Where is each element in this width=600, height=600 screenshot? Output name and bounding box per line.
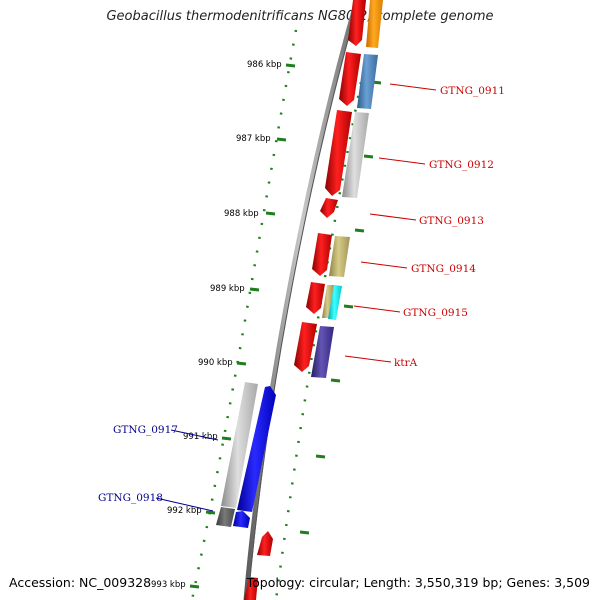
gene-feature[interactable] — [233, 511, 250, 528]
label-leaders — [155, 83, 437, 512]
tick-988: 988 kbp — [224, 209, 276, 219]
gene-feature[interactable] — [320, 198, 338, 218]
reverse-strand-features — [216, 382, 276, 528]
tick-mark — [285, 63, 296, 68]
gene-feature[interactable] — [257, 531, 273, 556]
accession-text: Accession: NC_009328 — [9, 575, 152, 590]
tick-mark — [330, 378, 341, 383]
gene-feature[interactable] — [339, 52, 361, 106]
tick-label: 993 kbp — [151, 580, 186, 590]
tick-label: 986 kbp — [247, 60, 282, 70]
tick-label: 989 kbp — [210, 284, 245, 294]
tick-989: 989 kbp — [210, 284, 260, 294]
gene-label[interactable]: GTNG_0918 — [98, 492, 163, 504]
tick-label: 987 kbp — [236, 134, 271, 144]
tick-mark — [189, 584, 200, 589]
tick-group: 986 kbp 987 kbp 988 kbp 989 kbp 990 kbp … — [151, 60, 382, 590]
gene-label[interactable]: GTNG_0915 — [403, 307, 468, 319]
tick-mark — [221, 436, 232, 441]
tick-label: 990 kbp — [198, 358, 233, 368]
gene-feature[interactable] — [312, 233, 332, 276]
tick-mark — [249, 287, 260, 292]
tick-mark — [363, 154, 374, 159]
gene-feature[interactable] — [244, 577, 258, 600]
tick-label: 988 kbp — [224, 209, 259, 219]
gene-feature[interactable] — [325, 110, 352, 196]
annotation-box-khaki[interactable] — [329, 236, 350, 277]
feature-annotations — [311, 0, 383, 378]
gene-feature[interactable] — [348, 0, 366, 46]
tick-label: 991 kbp — [183, 432, 218, 442]
gene-label[interactable]: GTNG_0911 — [440, 85, 505, 97]
tick-mark — [343, 304, 354, 309]
annotation-box-orange[interactable] — [366, 0, 383, 48]
annotation-box-purple[interactable] — [311, 326, 334, 378]
annotation-box-gray[interactable] — [221, 382, 258, 508]
tick-mark — [315, 454, 326, 459]
gene-feature[interactable] — [306, 282, 325, 314]
annotation-box-khaki-small[interactable] — [322, 285, 334, 318]
annotation-box-cyan[interactable] — [328, 285, 342, 320]
map-title: Geobacillus thermodenitrificans NG80-2, … — [106, 9, 494, 24]
gene-label[interactable]: GTNG_0912 — [429, 159, 494, 171]
tick-mark — [276, 137, 287, 142]
tick-mark — [265, 211, 276, 216]
annotation-box-gray[interactable] — [342, 112, 369, 198]
genome-summary-text: Topology: circular; Length: 3,550,319 bp… — [246, 575, 590, 590]
genome-backbone-edge — [247, 0, 360, 600]
tick-990: 990 kbp — [198, 358, 247, 368]
gene-label[interactable]: ktrA — [394, 357, 418, 369]
annotation-box-steel[interactable] — [357, 54, 378, 109]
forward-strand-features — [244, 0, 366, 600]
tick-mark — [299, 530, 310, 535]
gene-labels: GTNG_0911 GTNG_0912 GTNG_0913 GTNG_0914 … — [98, 85, 505, 504]
annotation-box-dark[interactable] — [216, 507, 235, 527]
tick-986: 986 kbp — [247, 60, 296, 70]
tick-992: 992 kbp — [167, 506, 216, 516]
tick-993: 993 kbp — [151, 580, 200, 590]
tick-label: 992 kbp — [167, 506, 202, 516]
tick-987: 987 kbp — [236, 134, 287, 144]
gene-label[interactable]: GTNG_0917 — [113, 424, 178, 436]
tick-mark — [236, 361, 247, 366]
gene-feature[interactable] — [294, 322, 317, 372]
tick-mark — [354, 228, 365, 233]
tick-mark — [205, 510, 216, 515]
tick-991: 991 kbp — [183, 432, 232, 442]
gene-feature[interactable] — [237, 386, 276, 512]
gene-label[interactable]: GTNG_0914 — [411, 263, 476, 275]
gene-label[interactable]: GTNG_0913 — [419, 215, 484, 227]
genome-backbone — [243, 0, 360, 600]
